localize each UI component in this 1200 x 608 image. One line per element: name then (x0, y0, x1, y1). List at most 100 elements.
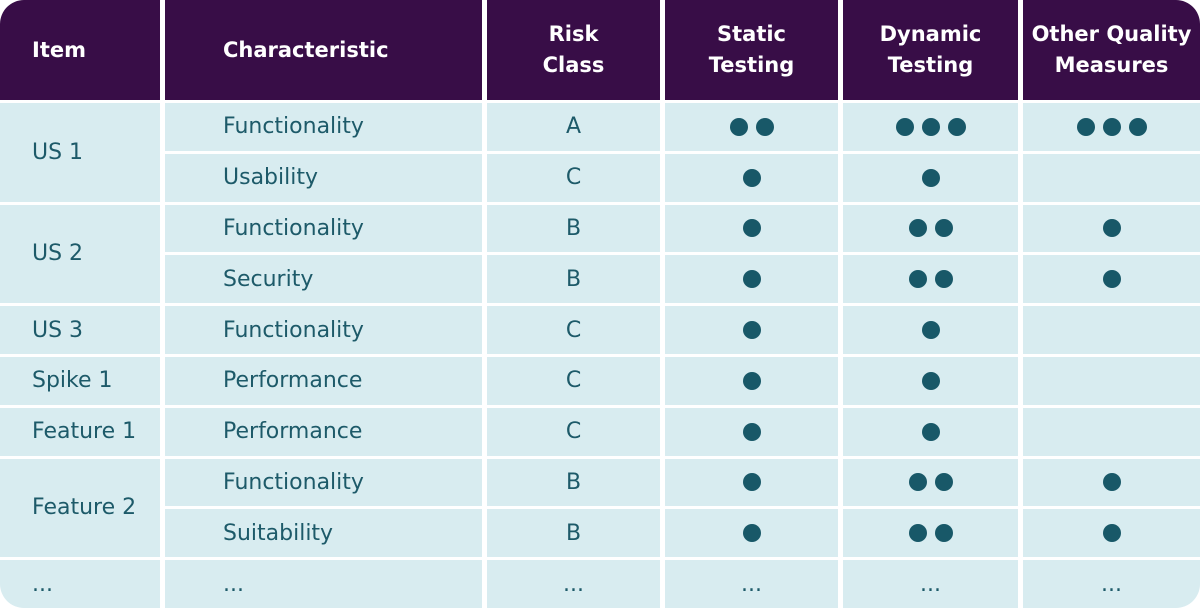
table-cell: Security (165, 255, 482, 304)
dot (1102, 270, 1121, 289)
dot (742, 422, 761, 441)
dot (947, 117, 966, 136)
dot-group (742, 270, 761, 289)
dot (1102, 524, 1121, 543)
dot (1102, 117, 1121, 136)
table-cell: C (487, 407, 660, 456)
dot (908, 270, 927, 289)
dot-group (1102, 473, 1121, 492)
dot-group (1076, 117, 1147, 136)
table-cell: B (487, 509, 660, 558)
table-cell (1023, 356, 1200, 405)
dot-group (1102, 270, 1121, 289)
table-cell: Functionality (165, 306, 482, 354)
table-cell: Usability (165, 153, 482, 202)
dot (742, 270, 761, 289)
dot (742, 219, 761, 238)
item-cell: ... (0, 560, 160, 608)
table-cell (843, 407, 1018, 456)
dot-group (921, 422, 940, 441)
table-cell (843, 255, 1018, 304)
header-cell: Characteristic (165, 0, 482, 100)
item-cell: Spike 1 (0, 356, 160, 405)
table-cell (843, 509, 1018, 558)
table-cell: A (487, 103, 660, 151)
table-cell (843, 103, 1018, 151)
header-text: Dynamic Testing (879, 22, 982, 77)
dot-group (921, 371, 940, 390)
header-text: Characteristic (223, 37, 389, 62)
dot (742, 321, 761, 340)
table-cell: ... (843, 560, 1018, 608)
dot-group (742, 524, 761, 543)
dot (1128, 117, 1147, 136)
dot (908, 524, 927, 543)
table-cell (843, 204, 1018, 253)
table-cell: Functionality (165, 458, 482, 507)
dot-group (742, 219, 761, 238)
dot (1102, 473, 1121, 492)
table-cell: Performance (165, 407, 482, 456)
table-cell: C (487, 153, 660, 202)
dot-group (742, 473, 761, 492)
dot-group (742, 422, 761, 441)
dot-group (729, 117, 774, 136)
dot (742, 524, 761, 543)
table-cell: ... (487, 560, 660, 608)
header-cell: Other Quality Measures (1023, 0, 1200, 100)
dot (742, 371, 761, 390)
table-cell: ... (665, 560, 838, 608)
dot (1102, 219, 1121, 238)
dot-group (742, 321, 761, 340)
dot-group (742, 371, 761, 390)
table-cell: C (487, 356, 660, 405)
dot-group (742, 168, 761, 187)
item-cell: Feature 2 (0, 458, 160, 558)
table-cell: B (487, 204, 660, 253)
table-cell (1023, 153, 1200, 202)
item-cell: US 3 (0, 306, 160, 354)
table-cell (1023, 509, 1200, 558)
header-text: Other Quality Measures (1031, 22, 1192, 77)
dot-group (921, 168, 940, 187)
table-cell (665, 153, 838, 202)
table-cell (843, 356, 1018, 405)
dot (908, 473, 927, 492)
header-text: Static Testing (708, 22, 795, 77)
dot-group (1102, 219, 1121, 238)
dot-group (921, 321, 940, 340)
item-cell: Feature 1 (0, 407, 160, 456)
table-cell: ... (1023, 560, 1200, 608)
table-cell (665, 204, 838, 253)
dot (934, 473, 953, 492)
table-cell (843, 458, 1018, 507)
table-cell: Performance (165, 356, 482, 405)
item-cell: US 2 (0, 204, 160, 304)
dot-group (1102, 524, 1121, 543)
dot (934, 270, 953, 289)
dot-group (908, 219, 953, 238)
dot (1076, 117, 1095, 136)
header-cell: Risk Class (487, 0, 660, 100)
table-cell: ... (165, 560, 482, 608)
table-cell (665, 306, 838, 354)
table-cell (665, 255, 838, 304)
table-cell (1023, 407, 1200, 456)
dot (895, 117, 914, 136)
table-cell (843, 306, 1018, 354)
header-cell: Item (0, 0, 160, 100)
header-cell: Static Testing (665, 0, 838, 100)
table-cell (665, 407, 838, 456)
table-cell (1023, 306, 1200, 354)
dot (729, 117, 748, 136)
table-cell: Suitability (165, 509, 482, 558)
table-cell (665, 356, 838, 405)
table-cell: B (487, 255, 660, 304)
header-cell: Dynamic Testing (843, 0, 1018, 100)
dot (921, 117, 940, 136)
item-cell: US 1 (0, 103, 160, 202)
table-cell (665, 103, 838, 151)
table-cell: B (487, 458, 660, 507)
table-cell (1023, 103, 1200, 151)
